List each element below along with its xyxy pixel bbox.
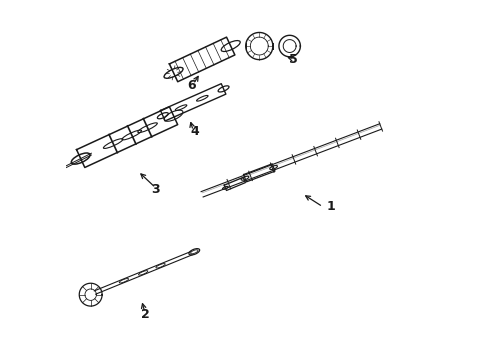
Text: 3: 3 [151,183,160,195]
Text: 5: 5 [289,53,297,66]
Text: 2: 2 [141,307,149,320]
Text: 6: 6 [187,79,196,92]
Text: 4: 4 [191,125,199,138]
Text: 1: 1 [326,201,335,213]
